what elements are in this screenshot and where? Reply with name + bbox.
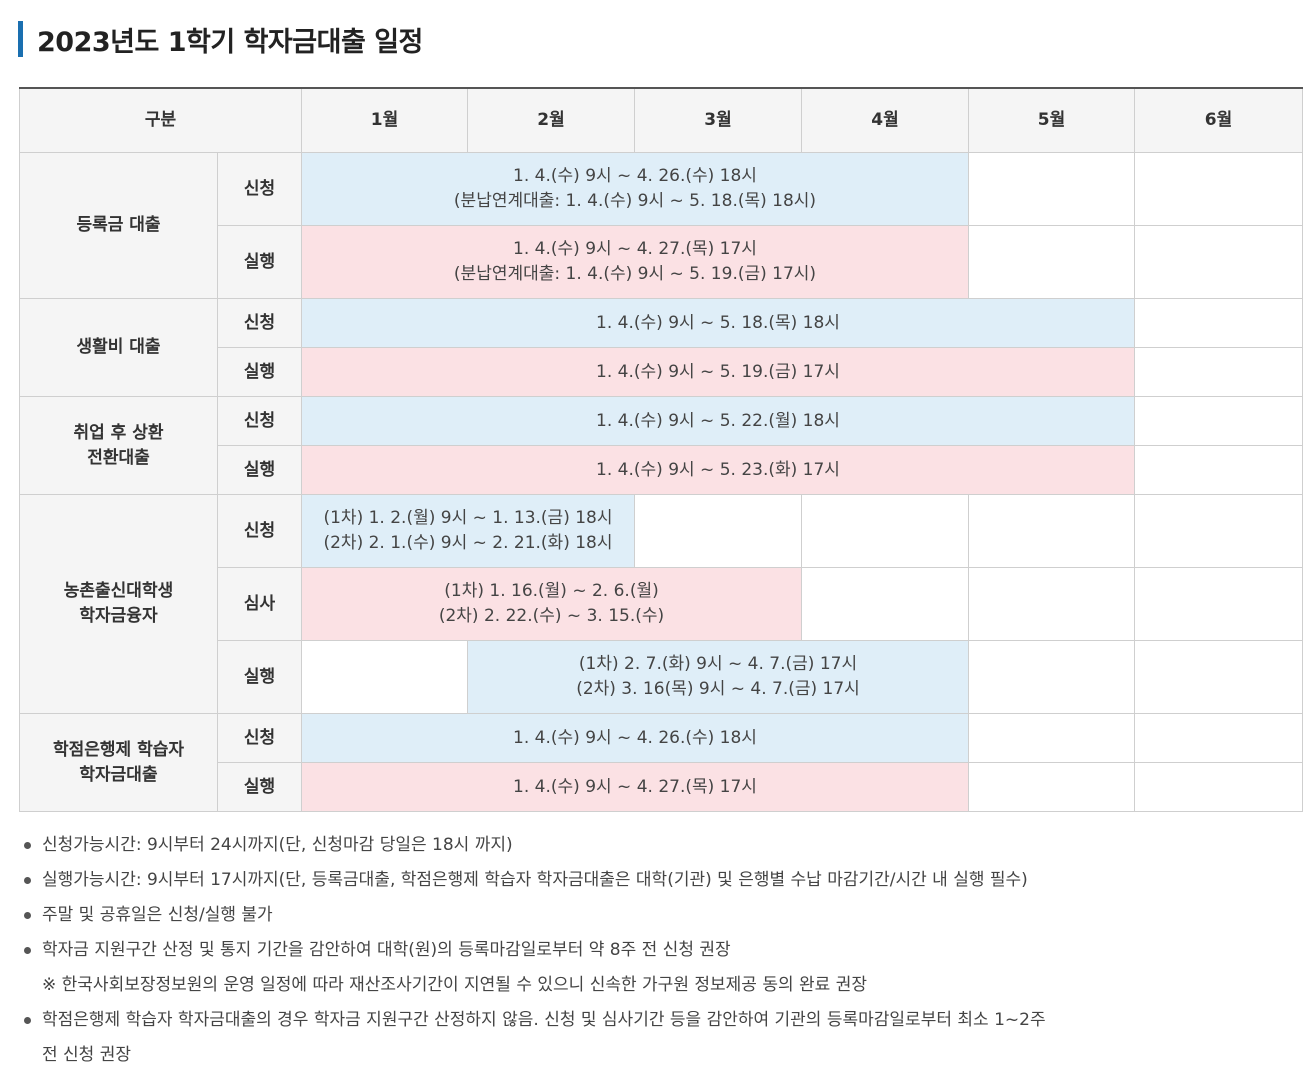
table-header-row: 구분 1월 2월 3월 4월 5월 6월 — [19, 87, 1303, 153]
header-month-2: 2월 — [467, 87, 635, 153]
notes-list: 신청가능시간: 9시부터 24시까지(단, 신청마감 당일은 18시 까지) 실… — [22, 828, 1302, 1073]
list-item: 학점은행제 학습자 학자금대출의 경우 학자금 지원구간 산정하지 않음. 신청… — [22, 1003, 1302, 1038]
period-credit-bank-apply: 1. 4.(수) 9시 ~ 4. 26.(수) 18시 — [301, 713, 969, 763]
loan-schedule-table: 구분 1월 2월 3월 4월 5월 6월 등록금 대출 신청 1. 4.(수) … — [19, 87, 1303, 812]
subcategory-apply: 신청 — [217, 396, 302, 446]
header-month-6: 6월 — [1134, 87, 1303, 153]
subcategory-apply: 신청 — [217, 298, 302, 348]
category-living-loan: 생활비 대출 — [19, 298, 218, 397]
period-rural-review: (1차) 1. 16.(월) ~ 2. 6.(월) (2차) 2. 22.(수)… — [301, 567, 802, 641]
bullet-icon — [24, 842, 31, 849]
subcategory-execute: 실행 — [217, 762, 302, 812]
category-tuition-loan: 등록금 대출 — [19, 152, 218, 299]
subcategory-execute: 실행 — [217, 347, 302, 397]
list-item: 학자금 지원구간 산정 및 통지 기간을 감안하여 대학(원)의 등록마감일로부… — [22, 933, 1302, 968]
subcategory-apply: 신청 — [217, 713, 302, 763]
page-title-wrap: 2023년도 1학기 학자금대출 일정 — [18, 20, 423, 58]
category-icl-conversion-loan: 취업 후 상환 전환대출 — [19, 396, 218, 495]
header-category: 구분 — [19, 87, 302, 153]
title-accent-bar — [18, 21, 23, 57]
table-row: 학점은행제 학습자 학자금대출 신청 1. 4.(수) 9시 ~ 4. 26.(… — [19, 713, 1303, 812]
subcategory-review: 심사 — [217, 567, 302, 641]
header-month-4: 4월 — [801, 87, 969, 153]
subcategory-apply: 신청 — [217, 494, 302, 568]
table-row: 실행 1. 4.(수) 9시 ~ 4. 27.(목) 17시 — [20, 762, 1303, 812]
period-rural-apply: (1차) 1. 2.(월) 9시 ~ 1. 13.(금) 18시 (2차) 2.… — [301, 494, 635, 568]
period-icl-execute: 1. 4.(수) 9시 ~ 5. 23.(화) 17시 — [301, 445, 1135, 495]
list-item: 신청가능시간: 9시부터 24시까지(단, 신청마감 당일은 18시 까지) — [22, 828, 1302, 863]
period-living-apply: 1. 4.(수) 9시 ~ 5. 18.(목) 18시 — [301, 298, 1135, 348]
bullet-icon — [24, 947, 31, 954]
subcategory-execute: 실행 — [217, 225, 302, 299]
subcategory-execute: 실행 — [217, 640, 302, 714]
bullet-icon — [24, 912, 31, 919]
table-row: 취업 후 상환 전환대출 신청 1. 4.(수) 9시 ~ 5. 22.(월) … — [19, 396, 1303, 495]
table-row: 농촌출신대학생 학자금융자 신청 (1차) 1. 2.(월) 9시 ~ 1. 1… — [19, 494, 1303, 714]
period-tuition-apply: 1. 4.(수) 9시 ~ 4. 26.(수) 18시 (분납연계대출: 1. … — [301, 152, 969, 226]
table-row: 실행 1. 4.(수) 9시 ~ 5. 23.(화) 17시 — [20, 445, 1303, 495]
list-item: 실행가능시간: 9시부터 17시까지(단, 등록금대출, 학점은행제 학습자 학… — [22, 863, 1302, 898]
table-row: 실행 1. 4.(수) 9시 ~ 5. 19.(금) 17시 — [20, 347, 1303, 397]
table-row: 등록금 대출 신청 1. 4.(수) 9시 ~ 4. 26.(수) 18시 (분… — [19, 152, 1303, 299]
subcategory-apply: 신청 — [217, 152, 302, 226]
period-rural-execute: (1차) 2. 7.(화) 9시 ~ 4. 7.(금) 17시 (2차) 3. … — [467, 640, 969, 714]
period-tuition-execute: 1. 4.(수) 9시 ~ 4. 27.(목) 17시 (분납연계대출: 1. … — [301, 225, 969, 299]
list-item-continuation: 전 신청 권장 — [42, 1045, 132, 1065]
list-item: 주말 및 공휴일은 신청/실행 불가 — [22, 898, 1302, 933]
header-month-3: 3월 — [634, 87, 802, 153]
bullet-icon — [24, 1017, 31, 1024]
category-credit-bank-loan: 학점은행제 학습자 학자금대출 — [19, 713, 218, 812]
header-month-1: 1월 — [301, 87, 468, 153]
table-row: 실행 (1차) 2. 7.(화) 9시 ~ 4. 7.(금) 17시 (2차) … — [20, 640, 1303, 714]
category-rural-student-loan: 농촌출신대학생 학자금융자 — [19, 494, 218, 714]
page-title: 2023년도 1학기 학자금대출 일정 — [37, 26, 423, 58]
table-row: 실행 1. 4.(수) 9시 ~ 4. 27.(목) 17시 (분납연계대출: … — [20, 225, 1303, 299]
table-row: 생활비 대출 신청 1. 4.(수) 9시 ~ 5. 18.(목) 18시 — [19, 298, 1303, 397]
period-icl-apply: 1. 4.(수) 9시 ~ 5. 22.(월) 18시 — [301, 396, 1135, 446]
bullet-icon — [24, 877, 31, 884]
reference-note: ※ 한국사회보장정보원의 운영 일정에 따라 재산조사기간이 지연될 수 있으니… — [42, 975, 867, 995]
period-credit-bank-execute: 1. 4.(수) 9시 ~ 4. 27.(목) 17시 — [301, 762, 969, 812]
header-month-5: 5월 — [968, 87, 1135, 153]
period-living-execute: 1. 4.(수) 9시 ~ 5. 19.(금) 17시 — [301, 347, 1135, 397]
subcategory-execute: 실행 — [217, 445, 302, 495]
